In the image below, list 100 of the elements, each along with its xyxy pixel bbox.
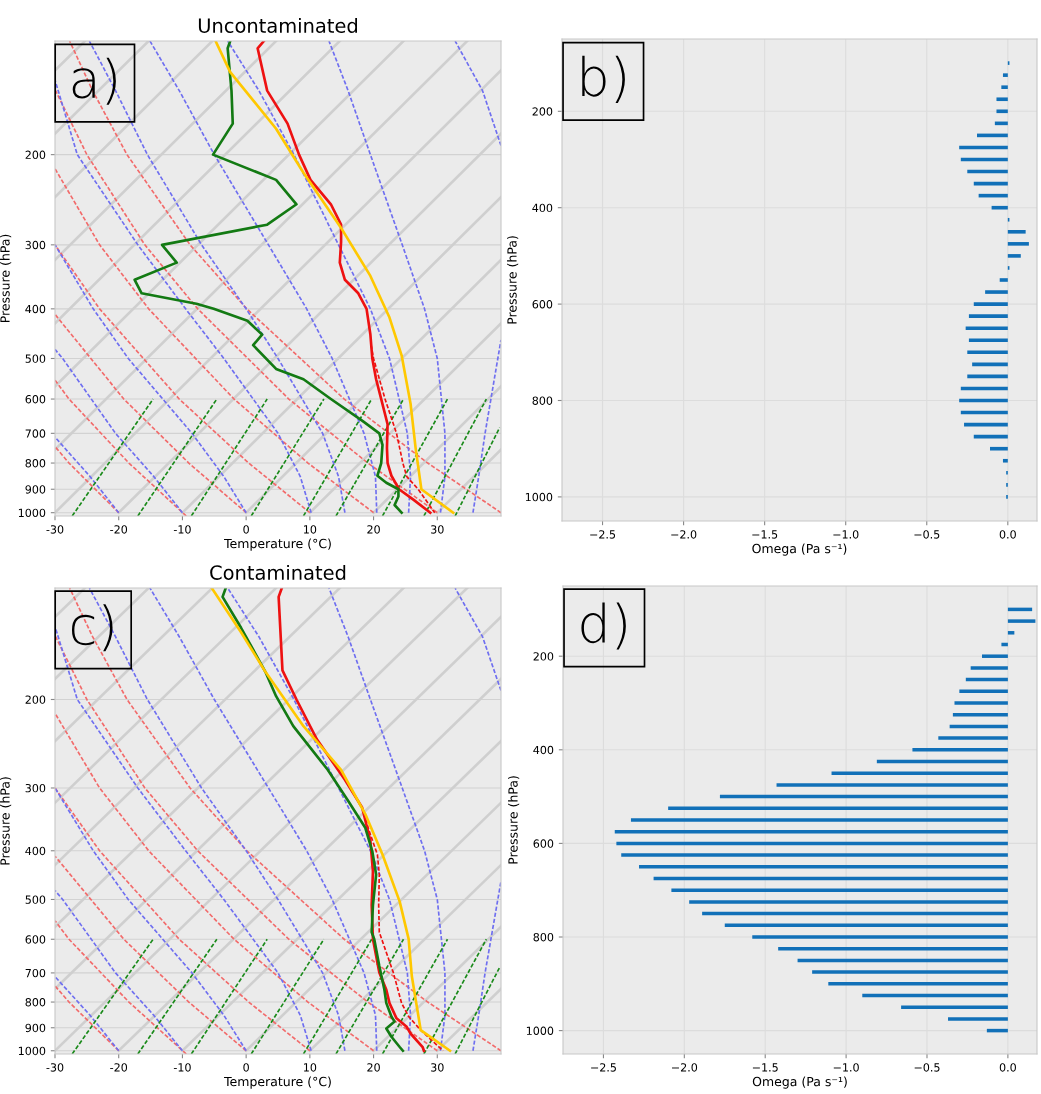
bar [671,888,1008,892]
bar [948,1017,1008,1021]
y-tick-label: 1000 [525,492,553,502]
bar [630,818,1008,822]
bar [1007,254,1021,258]
y-tick-label: 400 [533,745,554,755]
y-tick-label: 800 [533,932,554,942]
y-tick-label: 500 [25,354,46,363]
y-tick-label: 700 [25,968,46,978]
x-tick-label: −1.5 [752,1063,778,1072]
bar [1007,229,1026,234]
bar [912,748,1008,752]
line-series [214,41,455,515]
annotation: a) [72,57,116,105]
y-tick-label: 300 [25,240,46,250]
y-axis-title: Pressure (hPa) [0,234,12,323]
line-series [149,41,378,514]
x-tick-label: −1.0 [833,530,859,539]
y-tick-label: 600 [25,395,46,404]
y-tick-label: 1000 [526,1026,554,1035]
line-series [149,588,378,1052]
x-tick-label: 0 [243,525,249,534]
bar [965,326,1008,331]
x-tick-label: -30 [46,1063,64,1072]
y-axis-title: Pressure (hPa) [508,776,520,864]
bar [973,302,1008,306]
x-tick-label: −1.0 [833,1063,859,1072]
bar [831,771,1008,775]
bar [776,783,1008,787]
line-series [210,588,452,1053]
x-tick-label: 20 [367,525,380,534]
bar [954,701,1008,705]
y-axis-title: Pressure (hPa) [0,777,12,865]
bar [752,935,1008,939]
line-series [133,41,403,515]
annotation: b) [582,55,625,103]
bar [621,853,1008,857]
y-tick-label: 400 [25,846,46,856]
y-tick-label: 200 [532,107,553,116]
bar [982,654,1008,658]
bar [812,970,1008,974]
bar [639,865,1008,869]
bar [985,290,1008,294]
x-tick-label: −2.5 [591,1063,616,1072]
y-tick-label: 600 [25,935,46,944]
y-tick-label: 400 [25,304,46,314]
x-axis-title: Temperature (°C) [224,538,331,551]
line-series [328,41,446,514]
x-tick-label: 0.0 [999,1063,1016,1072]
x-axis-title: Omega (Pa s⁻¹) [752,543,847,556]
bar [1007,631,1015,635]
bar [996,109,1008,114]
y-tick-label: 200 [25,150,46,160]
y-tick-label: 800 [25,998,46,1007]
annotation: d) [581,602,626,650]
bar [938,736,1008,740]
x-tick-label: 20 [367,1063,380,1072]
bar [999,278,1008,282]
y-tick-label: 500 [25,895,46,904]
bar [828,982,1008,986]
x-tick-label: −0.5 [914,530,940,539]
line-series [55,379,188,516]
y-tick-label: 600 [533,839,554,848]
line-series [55,787,247,1052]
x-tick-label: −2.5 [590,530,616,539]
y-tick-label: 600 [532,300,553,309]
bar [968,338,1008,343]
chart-title: Contaminated [210,564,346,580]
x-tick-label: 0 [243,1063,249,1072]
x-tick-label: 10 [304,525,317,534]
y-tick-label: 200 [25,695,46,704]
line-series [256,41,432,515]
bar [1007,242,1029,246]
x-tick-label: -30 [46,525,64,534]
y-tick-label: 800 [25,459,46,468]
x-tick-label: 0.0 [999,530,1016,539]
x-tick-label: 10 [304,1063,317,1072]
x-tick-label: −2.0 [671,530,697,539]
x-tick-label: -10 [173,1063,191,1072]
bar [989,446,1008,451]
line-series [55,712,375,1052]
y-tick-label: 900 [25,485,46,494]
bar [689,900,1008,904]
bar [1001,642,1008,647]
bar [970,666,1008,670]
line-series [55,313,247,514]
line-series [55,167,375,514]
y-tick-label: 300 [25,783,46,793]
y-tick-label: 1000 [18,508,46,518]
bar [1002,458,1008,463]
line-series [55,244,311,514]
y-axis-title: Pressure (hPa) [507,236,519,324]
x-tick-label: 30 [431,1063,444,1072]
x-tick-label: −1.5 [752,530,778,539]
x-axis-title: Omega (Pa s⁻¹) [752,1076,847,1089]
chart-title: Uncontaminated [198,17,357,33]
bar [996,97,1008,102]
bar [901,1005,1008,1009]
y-tick-label: 900 [25,1023,46,1033]
bar [1007,619,1036,623]
